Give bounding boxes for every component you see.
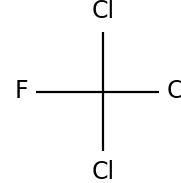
Text: F: F: [14, 79, 28, 104]
Text: Cl: Cl: [92, 160, 115, 183]
Text: Cl: Cl: [167, 79, 181, 104]
Text: Cl: Cl: [92, 0, 115, 23]
